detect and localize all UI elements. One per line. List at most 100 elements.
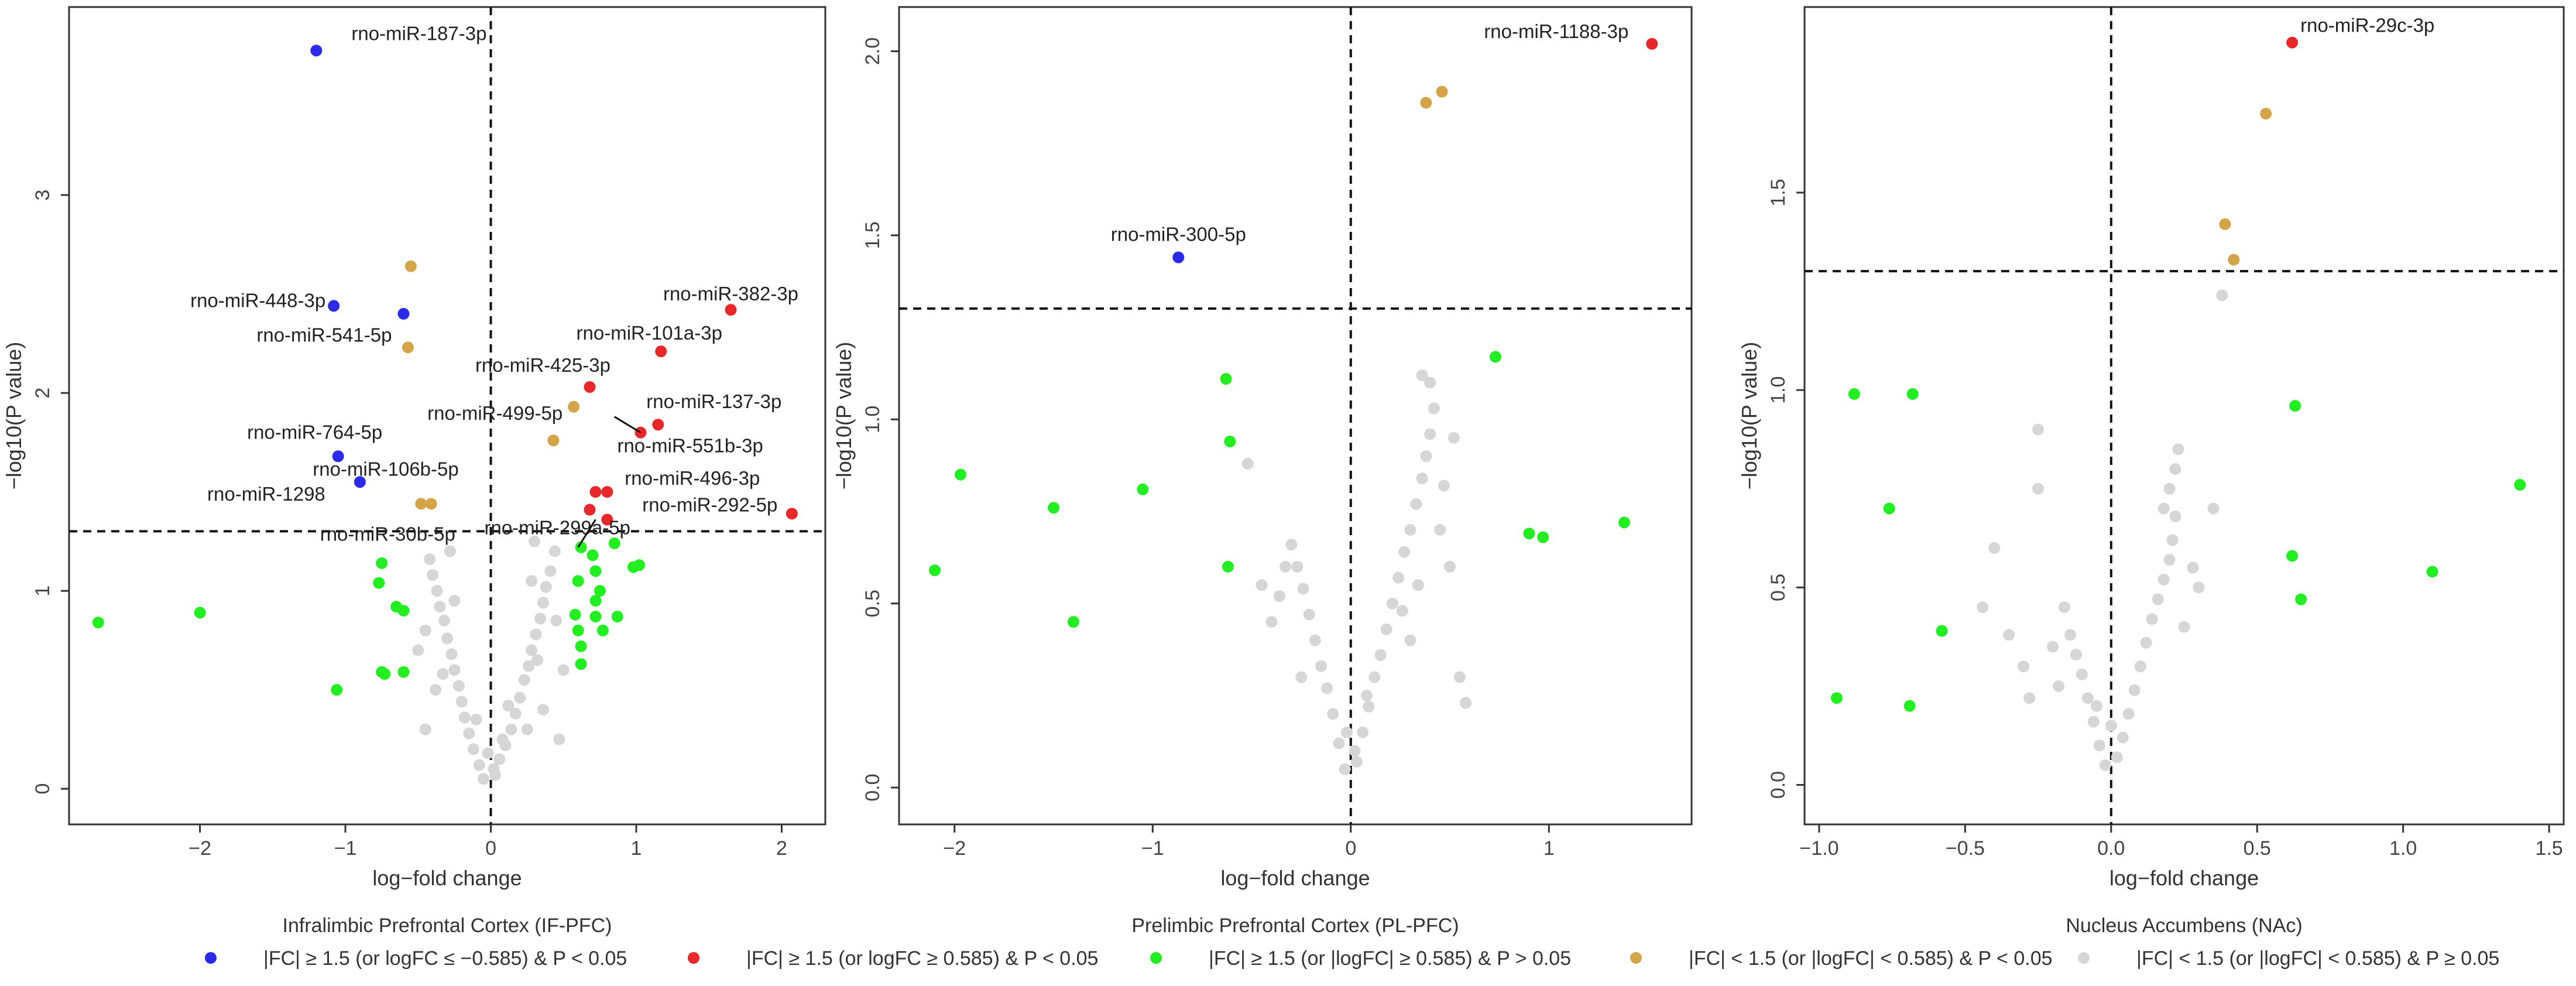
point-small_fc_sig bbox=[568, 400, 580, 413]
point-fc_nonsig bbox=[1903, 700, 1916, 712]
point-nonsig bbox=[1327, 708, 1339, 720]
point-nonsig bbox=[2093, 739, 2105, 752]
point-fc_nonsig bbox=[611, 611, 623, 623]
point-nonsig bbox=[2169, 463, 2181, 475]
point-up_sig bbox=[1646, 37, 1658, 50]
point-annotation: rno-miR-137-3p bbox=[646, 391, 781, 412]
point-fc_nonsig bbox=[2514, 479, 2526, 491]
point-nonsig bbox=[1396, 605, 1408, 617]
y-tick-label: 1.5 bbox=[862, 221, 884, 249]
point-small_fc_sig bbox=[2228, 254, 2240, 266]
point-annotation: rno-miR-425-3p bbox=[475, 354, 610, 376]
x-tick-label: 0 bbox=[1345, 837, 1356, 860]
point-nonsig bbox=[2111, 751, 2123, 764]
point-fc_nonsig bbox=[1936, 625, 1948, 637]
point-nonsig bbox=[434, 601, 446, 613]
point-nonsig bbox=[1386, 597, 1398, 610]
point-nonsig bbox=[1416, 369, 1428, 381]
x-tick-label: 1.0 bbox=[2389, 837, 2417, 860]
point-nonsig bbox=[1295, 671, 1308, 683]
point-nonsig bbox=[544, 565, 557, 577]
point-nonsig bbox=[2090, 700, 2102, 712]
legend-label: |FC| ≥ 1.5 (or |logFC| ≥ 0.585) & P > 0.… bbox=[1209, 947, 1571, 970]
point-nonsig bbox=[1977, 601, 1989, 614]
point-nonsig bbox=[445, 648, 458, 660]
legend-label: |FC| ≥ 1.5 (or logFC ≥ 0.585) & P < 0.05 bbox=[746, 947, 1098, 970]
point-nonsig bbox=[2105, 720, 2117, 732]
point-up_sig bbox=[601, 486, 613, 498]
point-nonsig bbox=[529, 535, 541, 547]
x-tick-label: 1 bbox=[1543, 837, 1555, 860]
point-fc_nonsig bbox=[2289, 400, 2301, 412]
x-tick-label: −1 bbox=[1141, 837, 1164, 860]
point-nonsig bbox=[1291, 560, 1304, 573]
point-fc_nonsig bbox=[1848, 388, 1860, 400]
point-nonsig bbox=[430, 684, 442, 696]
point-nonsig bbox=[2187, 562, 2199, 574]
point-fc_nonsig bbox=[1830, 692, 1843, 704]
point-nonsig bbox=[518, 674, 530, 686]
point-nonsig bbox=[444, 545, 456, 557]
point-annotation: rno-miR-299a-5p bbox=[484, 517, 630, 539]
point-nonsig bbox=[534, 612, 547, 625]
point-nonsig bbox=[455, 696, 468, 708]
x-tick-label: 0.5 bbox=[2244, 837, 2271, 860]
point-up_sig bbox=[786, 508, 798, 520]
x-tick-label: −2 bbox=[188, 837, 211, 860]
point-small_fc_sig bbox=[425, 498, 437, 510]
point-nonsig bbox=[1420, 450, 1432, 463]
point-fc_nonsig bbox=[572, 575, 584, 587]
point-nonsig bbox=[1424, 428, 1436, 440]
point-down_sig bbox=[310, 44, 323, 57]
annotation-leader bbox=[577, 519, 596, 548]
point-up_sig bbox=[2286, 36, 2299, 49]
point-nonsig bbox=[1280, 560, 1292, 573]
point-up_sig bbox=[655, 345, 667, 358]
point-nonsig bbox=[1241, 457, 1254, 470]
point-nonsig bbox=[505, 723, 517, 735]
legend-marker-small_fc_sig bbox=[1630, 952, 1642, 964]
point-nonsig bbox=[1315, 660, 1328, 672]
point-annotation: rno-miR-1188-3p bbox=[1484, 20, 1628, 42]
x-axis-title: log−fold change bbox=[1220, 866, 1370, 890]
annotation-leader bbox=[613, 416, 642, 434]
point-nonsig bbox=[2023, 692, 2036, 704]
point-fc_nonsig bbox=[928, 564, 941, 577]
point-nonsig bbox=[2003, 629, 2015, 641]
point-fc_nonsig bbox=[1222, 560, 1234, 573]
point-fc_nonsig bbox=[1048, 502, 1060, 514]
plot-frame bbox=[68, 6, 826, 826]
point-annotation: rno-miR-541-5p bbox=[256, 324, 392, 345]
point-nonsig bbox=[2128, 684, 2141, 696]
point-nonsig bbox=[1380, 623, 1392, 635]
point-annotation: rno-miR-101a-3p bbox=[577, 322, 722, 344]
point-nonsig bbox=[2099, 759, 2111, 771]
point-nonsig bbox=[458, 711, 471, 724]
legend-marker-down_sig bbox=[205, 952, 217, 964]
point-fc_nonsig bbox=[1537, 531, 1549, 543]
point-annotation: rno-miR-106b-5p bbox=[313, 458, 458, 480]
point-fc_nonsig bbox=[589, 595, 602, 607]
point-annotation: rno-miR-30b-5p bbox=[320, 523, 455, 545]
x-tick-label: −1.0 bbox=[1799, 837, 1838, 860]
point-fc_nonsig bbox=[376, 557, 388, 569]
point-nonsig bbox=[1434, 523, 1446, 536]
point-fc_nonsig bbox=[397, 666, 410, 678]
point-fc_nonsig bbox=[1220, 373, 1232, 385]
point-fc_nonsig bbox=[1523, 528, 1535, 540]
point-nonsig bbox=[2157, 502, 2170, 515]
point-nonsig bbox=[537, 597, 549, 609]
point-nonsig bbox=[2032, 482, 2045, 495]
y-tick-label: 2 bbox=[32, 388, 54, 399]
point-nonsig bbox=[2163, 482, 2176, 495]
point-down_sig bbox=[328, 300, 340, 312]
panel-caption: Nucleus Accumbens (NAc) bbox=[2066, 915, 2302, 937]
legend-marker-up_sig bbox=[688, 952, 699, 964]
point-up_sig bbox=[601, 513, 613, 526]
point-nonsig bbox=[1444, 560, 1456, 573]
point-fc_nonsig bbox=[1906, 388, 1919, 400]
plot-frame bbox=[898, 6, 1693, 826]
point-nonsig bbox=[470, 713, 482, 725]
point-fc_nonsig bbox=[572, 624, 584, 636]
point-nonsig bbox=[2169, 510, 2181, 522]
